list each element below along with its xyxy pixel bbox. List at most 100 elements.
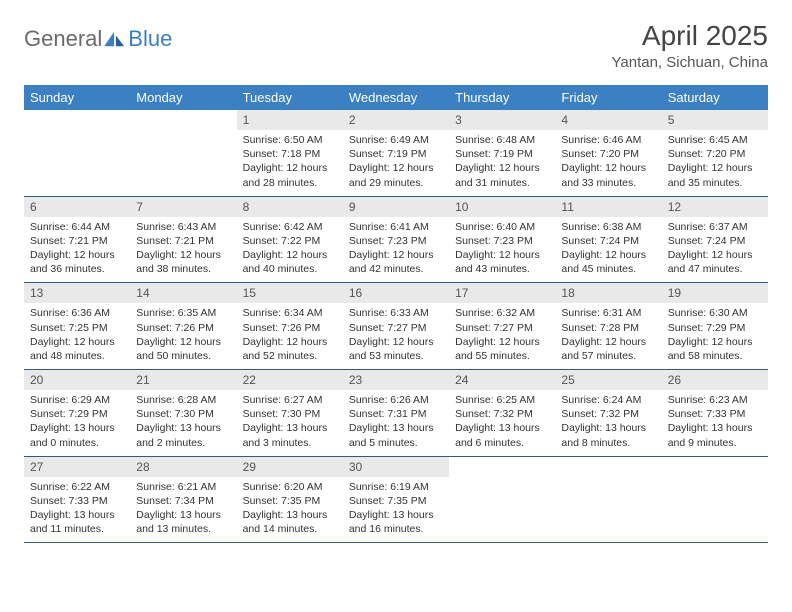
sunrise-line: Sunrise: 6:37 AM bbox=[668, 220, 762, 234]
weekday-header: Friday bbox=[555, 85, 661, 110]
day-number: 2 bbox=[343, 110, 449, 130]
sunrise-line: Sunrise: 6:32 AM bbox=[455, 306, 549, 320]
sunset-line: Sunset: 7:32 PM bbox=[455, 407, 549, 421]
sunrise-line: Sunrise: 6:45 AM bbox=[668, 133, 762, 147]
day-details: Sunrise: 6:34 AMSunset: 7:26 PMDaylight:… bbox=[237, 303, 343, 369]
day-details: Sunrise: 6:26 AMSunset: 7:31 PMDaylight:… bbox=[343, 390, 449, 456]
day-number: 21 bbox=[130, 370, 236, 390]
day-number: 25 bbox=[555, 370, 661, 390]
sunrise-line: Sunrise: 6:26 AM bbox=[349, 393, 443, 407]
day-details: Sunrise: 6:30 AMSunset: 7:29 PMDaylight:… bbox=[662, 303, 768, 369]
calendar-cell: 20Sunrise: 6:29 AMSunset: 7:29 PMDayligh… bbox=[24, 370, 130, 457]
daylight-line: Daylight: 12 hours and 42 minutes. bbox=[349, 248, 443, 276]
day-number: 19 bbox=[662, 283, 768, 303]
day-details: Sunrise: 6:36 AMSunset: 7:25 PMDaylight:… bbox=[24, 303, 130, 369]
daylight-line: Daylight: 12 hours and 58 minutes. bbox=[668, 335, 762, 363]
sunset-line: Sunset: 7:20 PM bbox=[561, 147, 655, 161]
sunset-line: Sunset: 7:24 PM bbox=[561, 234, 655, 248]
sunset-line: Sunset: 7:23 PM bbox=[349, 234, 443, 248]
daylight-line: Daylight: 13 hours and 13 minutes. bbox=[136, 508, 230, 536]
sunset-line: Sunset: 7:25 PM bbox=[30, 321, 124, 335]
sunrise-line: Sunrise: 6:24 AM bbox=[561, 393, 655, 407]
sunrise-line: Sunrise: 6:31 AM bbox=[561, 306, 655, 320]
sunrise-line: Sunrise: 6:49 AM bbox=[349, 133, 443, 147]
calendar-cell: 7Sunrise: 6:43 AMSunset: 7:21 PMDaylight… bbox=[130, 196, 236, 283]
calendar-cell: 2 Sunrise: 6:49 AMSunset: 7:19 PMDaylight… bbox=[343, 110, 449, 196]
sunrise-line: Sunrise: 6:34 AM bbox=[243, 306, 337, 320]
day-number: 29 bbox=[237, 457, 343, 477]
calendar-row: 1Sunrise: 6:50 AMSunset: 7:18 PMDaylight… bbox=[24, 110, 768, 196]
day-details: Sunrise: 6:40 AMSunset: 7:23 PMDaylight:… bbox=[449, 217, 555, 283]
calendar-table: Sunday Monday Tuesday Wednesday Thursday… bbox=[24, 85, 768, 543]
calendar-cell: 18Sunrise: 6:31 AMSunset: 7:28 PMDayligh… bbox=[555, 283, 661, 370]
sunrise-line: Sunrise: 6:33 AM bbox=[349, 306, 443, 320]
sunrise-line: Sunrise: 6:27 AM bbox=[243, 393, 337, 407]
daylight-line: Daylight: 12 hours and 50 minutes. bbox=[136, 335, 230, 363]
daylight-line: Daylight: 13 hours and 11 minutes. bbox=[30, 508, 124, 536]
sunrise-line: Sunrise: 6:29 AM bbox=[30, 393, 124, 407]
calendar-cell: 21Sunrise: 6:28 AMSunset: 7:30 PMDayligh… bbox=[130, 370, 236, 457]
sunrise-line: Sunrise: 6:30 AM bbox=[668, 306, 762, 320]
sunset-line: Sunset: 7:30 PM bbox=[243, 407, 337, 421]
day-details: Sunrise: 6:19 AMSunset: 7:35 PMDaylight:… bbox=[343, 477, 449, 543]
day-details: Sunrise: 6:41 AMSunset: 7:23 PMDaylight:… bbox=[343, 217, 449, 283]
day-details: Sunrise: 6:44 AMSunset: 7:21 PMDaylight:… bbox=[24, 217, 130, 283]
day-number: 27 bbox=[24, 457, 130, 477]
calendar-cell: 5Sunrise: 6:45 AMSunset: 7:20 PMDaylight… bbox=[662, 110, 768, 196]
sunset-line: Sunset: 7:27 PM bbox=[349, 321, 443, 335]
day-details: Sunrise: 6:45 AMSunset: 7:20 PMDaylight:… bbox=[662, 130, 768, 196]
daylight-line: Daylight: 12 hours and 53 minutes. bbox=[349, 335, 443, 363]
calendar-cell-empty bbox=[130, 110, 236, 196]
calendar-cell: 16Sunrise: 6:33 AMSunset: 7:27 PMDayligh… bbox=[343, 283, 449, 370]
sunrise-line: Sunrise: 6:38 AM bbox=[561, 220, 655, 234]
calendar-cell-empty bbox=[555, 456, 661, 543]
sunset-line: Sunset: 7:26 PM bbox=[136, 321, 230, 335]
day-number: 9 bbox=[343, 197, 449, 217]
day-details: Sunrise: 6:37 AMSunset: 7:24 PMDaylight:… bbox=[662, 217, 768, 283]
daylight-line: Daylight: 12 hours and 57 minutes. bbox=[561, 335, 655, 363]
daylight-line: Daylight: 13 hours and 2 minutes. bbox=[136, 421, 230, 449]
sunrise-line: Sunrise: 6:19 AM bbox=[349, 480, 443, 494]
day-number: 10 bbox=[449, 197, 555, 217]
sunrise-line: Sunrise: 6:21 AM bbox=[136, 480, 230, 494]
day-details: Sunrise: 6:46 AMSunset: 7:20 PMDaylight:… bbox=[555, 130, 661, 196]
calendar-cell: 15Sunrise: 6:34 AMSunset: 7:26 PMDayligh… bbox=[237, 283, 343, 370]
sunset-line: Sunset: 7:22 PM bbox=[243, 234, 337, 248]
day-number: 18 bbox=[555, 283, 661, 303]
daylight-line: Daylight: 12 hours and 40 minutes. bbox=[243, 248, 337, 276]
day-number: 3 bbox=[449, 110, 555, 130]
day-details: Sunrise: 6:21 AMSunset: 7:34 PMDaylight:… bbox=[130, 477, 236, 543]
day-details: Sunrise: 6:43 AMSunset: 7:21 PMDaylight:… bbox=[130, 217, 236, 283]
day-number: 1 bbox=[237, 110, 343, 130]
calendar-cell: 1Sunrise: 6:50 AMSunset: 7:18 PMDaylight… bbox=[237, 110, 343, 196]
calendar-cell: 23Sunrise: 6:26 AMSunset: 7:31 PMDayligh… bbox=[343, 370, 449, 457]
daylight-line: Daylight: 13 hours and 3 minutes. bbox=[243, 421, 337, 449]
day-number: 22 bbox=[237, 370, 343, 390]
calendar-cell: 8Sunrise: 6:42 AMSunset: 7:22 PMDaylight… bbox=[237, 196, 343, 283]
sunset-line: Sunset: 7:31 PM bbox=[349, 407, 443, 421]
calendar-cell: 11Sunrise: 6:38 AMSunset: 7:24 PMDayligh… bbox=[555, 196, 661, 283]
sunset-line: Sunset: 7:33 PM bbox=[30, 494, 124, 508]
sunset-line: Sunset: 7:27 PM bbox=[455, 321, 549, 335]
day-details: Sunrise: 6:42 AMSunset: 7:22 PMDaylight:… bbox=[237, 217, 343, 283]
sunset-line: Sunset: 7:19 PM bbox=[349, 147, 443, 161]
weekday-header: Sunday bbox=[24, 85, 130, 110]
day-number: 23 bbox=[343, 370, 449, 390]
sunrise-line: Sunrise: 6:50 AM bbox=[243, 133, 337, 147]
sunset-line: Sunset: 7:32 PM bbox=[561, 407, 655, 421]
sunset-line: Sunset: 7:33 PM bbox=[668, 407, 762, 421]
daylight-line: Daylight: 12 hours and 29 minutes. bbox=[349, 161, 443, 189]
weekday-header-row: Sunday Monday Tuesday Wednesday Thursday… bbox=[24, 85, 768, 110]
weekday-header: Thursday bbox=[449, 85, 555, 110]
day-details: Sunrise: 6:28 AMSunset: 7:30 PMDaylight:… bbox=[130, 390, 236, 456]
calendar-cell: 29Sunrise: 6:20 AMSunset: 7:35 PMDayligh… bbox=[237, 456, 343, 543]
title-block: April 2025 Yantan, Sichuan, China bbox=[612, 20, 769, 71]
calendar-row: 6Sunrise: 6:44 AMSunset: 7:21 PMDaylight… bbox=[24, 196, 768, 283]
day-details: Sunrise: 6:25 AMSunset: 7:32 PMDaylight:… bbox=[449, 390, 555, 456]
sunrise-line: Sunrise: 6:22 AM bbox=[30, 480, 124, 494]
day-number: 4 bbox=[555, 110, 661, 130]
calendar-cell: 25Sunrise: 6:24 AMSunset: 7:32 PMDayligh… bbox=[555, 370, 661, 457]
sunrise-line: Sunrise: 6:41 AM bbox=[349, 220, 443, 234]
calendar-cell: 28Sunrise: 6:21 AMSunset: 7:34 PMDayligh… bbox=[130, 456, 236, 543]
sunrise-line: Sunrise: 6:42 AM bbox=[243, 220, 337, 234]
